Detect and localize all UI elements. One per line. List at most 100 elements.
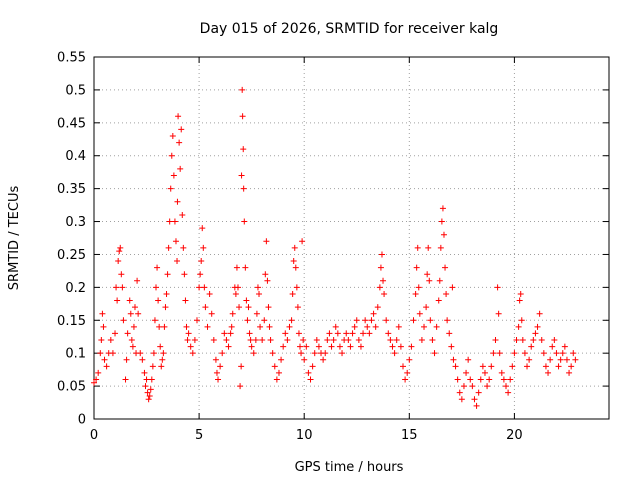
data-point bbox=[215, 376, 222, 383]
data-point bbox=[155, 297, 162, 304]
x-tick-label: 20 bbox=[506, 428, 523, 443]
data-point bbox=[385, 330, 392, 337]
x-axis-label: GPS time / hours bbox=[295, 460, 404, 475]
data-point bbox=[101, 356, 108, 363]
data-point bbox=[236, 304, 243, 311]
data-point bbox=[488, 363, 495, 370]
data-point bbox=[345, 337, 352, 344]
y-tick-label: 0.35 bbox=[57, 182, 86, 197]
data-point bbox=[248, 343, 255, 350]
data-point bbox=[364, 323, 371, 330]
data-point bbox=[426, 277, 433, 284]
data-point bbox=[284, 337, 291, 344]
data-point bbox=[494, 284, 501, 291]
data-point bbox=[500, 376, 507, 383]
data-point bbox=[465, 356, 472, 363]
data-point bbox=[174, 258, 181, 265]
data-point bbox=[557, 356, 564, 363]
data-point bbox=[97, 350, 104, 357]
data-point bbox=[160, 350, 167, 357]
grid bbox=[94, 57, 609, 419]
data-point bbox=[263, 238, 270, 245]
data-point bbox=[519, 337, 526, 344]
data-point bbox=[280, 343, 287, 350]
data-point bbox=[475, 389, 482, 396]
data-point bbox=[269, 350, 276, 357]
data-point bbox=[294, 304, 301, 311]
data-point bbox=[131, 304, 138, 311]
data-point bbox=[127, 310, 134, 317]
data-point bbox=[307, 376, 314, 383]
data-point bbox=[492, 337, 499, 344]
data-point bbox=[547, 356, 554, 363]
data-point bbox=[484, 383, 491, 390]
y-tick-label: 0.4 bbox=[65, 149, 86, 164]
data-point bbox=[383, 317, 390, 324]
data-point bbox=[150, 350, 157, 357]
data-point bbox=[381, 290, 388, 297]
data-point bbox=[198, 258, 205, 265]
data-point bbox=[149, 363, 156, 370]
data-point bbox=[239, 113, 246, 120]
data-point bbox=[440, 231, 447, 238]
data-point bbox=[524, 363, 531, 370]
data-point bbox=[163, 290, 170, 297]
data-point bbox=[182, 297, 189, 304]
data-point bbox=[292, 264, 299, 271]
data-point bbox=[449, 284, 456, 291]
data-point bbox=[210, 337, 217, 344]
y-tick-label: 0.2 bbox=[65, 281, 86, 296]
data-point bbox=[469, 383, 476, 390]
data-point bbox=[288, 317, 295, 324]
data-point bbox=[299, 238, 306, 245]
data-point bbox=[570, 350, 577, 357]
data-point bbox=[227, 330, 234, 337]
data-point bbox=[498, 369, 505, 376]
data-point bbox=[129, 343, 136, 350]
data-point bbox=[395, 323, 402, 330]
chart-title: Day 015 of 2026, SRMTID for receiver kal… bbox=[200, 21, 499, 37]
data-point bbox=[164, 271, 171, 278]
data-point bbox=[406, 356, 413, 363]
data-point bbox=[176, 139, 183, 146]
x-tick-label: 10 bbox=[296, 428, 313, 443]
data-point bbox=[221, 330, 228, 337]
data-point bbox=[91, 379, 97, 386]
data-point bbox=[185, 330, 192, 337]
data-point bbox=[540, 350, 547, 357]
data-point bbox=[171, 218, 178, 225]
data-point bbox=[473, 402, 480, 409]
data-point bbox=[380, 277, 387, 284]
data-point bbox=[167, 185, 174, 192]
data-point bbox=[177, 165, 184, 172]
data-point bbox=[566, 369, 573, 376]
data-point bbox=[187, 343, 194, 350]
data-point bbox=[200, 244, 207, 251]
data-point bbox=[134, 277, 141, 284]
data-point bbox=[154, 264, 161, 271]
data-point bbox=[165, 244, 172, 251]
data-point bbox=[376, 284, 383, 291]
data-point bbox=[360, 330, 367, 337]
data-point bbox=[166, 218, 173, 225]
data-point bbox=[118, 271, 125, 278]
data-point bbox=[324, 337, 331, 344]
x-tick-label: 15 bbox=[401, 428, 418, 443]
data-point bbox=[511, 350, 518, 357]
data-point bbox=[561, 343, 568, 350]
data-point bbox=[305, 369, 312, 376]
data-point bbox=[435, 297, 442, 304]
data-point bbox=[141, 369, 148, 376]
data-point bbox=[366, 330, 373, 337]
data-point bbox=[273, 376, 280, 383]
data-point bbox=[436, 277, 443, 284]
data-point bbox=[486, 376, 493, 383]
data-point bbox=[113, 284, 120, 291]
data-point bbox=[433, 323, 440, 330]
data-point bbox=[443, 290, 450, 297]
data-point bbox=[93, 376, 100, 383]
data-point bbox=[238, 172, 245, 179]
data-point bbox=[157, 343, 164, 350]
data-point bbox=[172, 238, 179, 245]
data-point bbox=[244, 317, 251, 324]
